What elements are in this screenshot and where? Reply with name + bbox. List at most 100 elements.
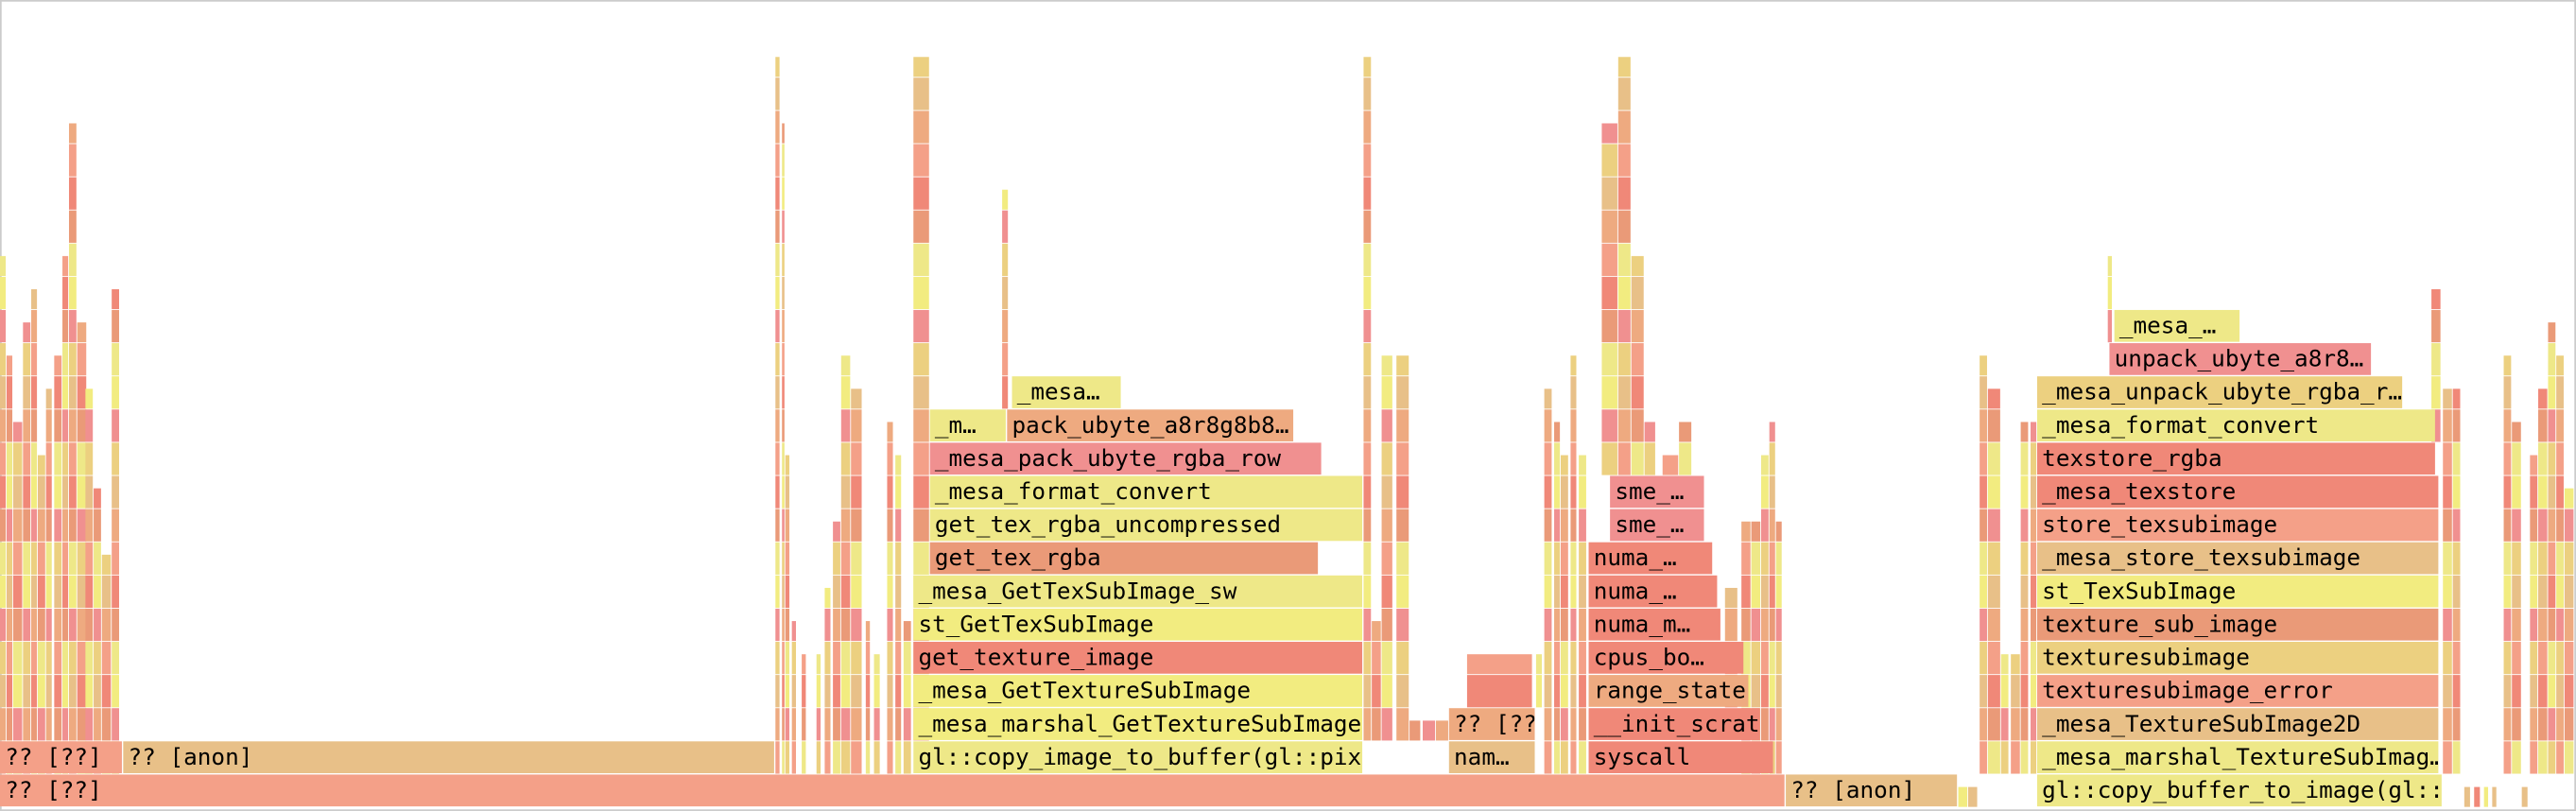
spike-frame[interactable] [1775, 641, 1782, 675]
spike-frame[interactable] [2530, 455, 2538, 475]
spike-frame[interactable] [1372, 708, 1381, 741]
spike-frame[interactable] [68, 144, 77, 177]
frame[interactable]: _mesa_store_texsubimage [2036, 542, 2439, 575]
spike-frame[interactable] [1554, 641, 1561, 675]
spike-frame[interactable] [887, 708, 893, 741]
spike-frame[interactable] [1617, 210, 1631, 243]
spike-frame[interactable] [2530, 675, 2538, 708]
spike-frame[interactable] [2431, 376, 2441, 409]
spike-frame[interactable] [851, 608, 862, 642]
frame[interactable]: _mesa_format_convert [929, 475, 1363, 509]
spike-frame[interactable] [913, 243, 929, 276]
spike-frame[interactable] [873, 654, 880, 675]
spike-frame[interactable] [1775, 675, 1782, 708]
frame-label[interactable]: nam… [1454, 743, 1510, 770]
frame[interactable]: texstore_rgba [2036, 442, 2435, 475]
spike-frame[interactable] [1363, 144, 1372, 177]
spike-frame[interactable] [6, 641, 13, 675]
spike-frame[interactable] [77, 542, 87, 575]
spike-frame[interactable] [913, 509, 929, 542]
spike-frame[interactable] [2503, 376, 2512, 409]
spike-frame[interactable] [1601, 144, 1617, 177]
spike-frame[interactable] [2548, 343, 2556, 376]
spike-frame[interactable] [2020, 741, 2029, 774]
spike-frame[interactable] [782, 177, 785, 210]
spike-frame[interactable] [85, 641, 94, 675]
frame[interactable]: numa_m… [1588, 608, 1720, 641]
spike-frame[interactable] [68, 675, 77, 708]
spike-frame[interactable] [824, 741, 831, 774]
spike-frame[interactable] [1363, 641, 1372, 675]
spike-frame[interactable] [0, 442, 7, 475]
frame-label[interactable]: pack_ubyte_a8r8g8b8… [1012, 411, 1289, 439]
spike-frame[interactable] [2538, 641, 2548, 675]
spike-frame[interactable] [1554, 422, 1561, 442]
spike-frame[interactable] [1570, 741, 1577, 774]
spike-frame[interactable] [1761, 708, 1769, 741]
spike-frame[interactable] [782, 708, 785, 741]
frame[interactable]: numa_… [1588, 542, 1713, 575]
spike-frame[interactable] [1987, 388, 2000, 409]
spike-frame[interactable] [101, 708, 112, 741]
spike-frame[interactable] [2020, 708, 2029, 741]
spike-frame[interactable] [31, 475, 38, 509]
spike-frame[interactable] [62, 542, 69, 575]
frame-box[interactable] [913, 675, 1363, 707]
spike-frame[interactable] [2556, 675, 2564, 708]
spike-frame[interactable] [851, 442, 862, 475]
spike-frame[interactable] [2452, 475, 2461, 509]
spike-frame[interactable] [1741, 575, 1751, 609]
spike-frame[interactable] [77, 322, 87, 343]
frame-label[interactable]: _mesa_marshal_TextureSubImag… [2042, 743, 2444, 770]
spike-frame[interactable] [68, 509, 77, 542]
spike-frame[interactable] [62, 309, 69, 343]
frame[interactable]: ?? [?? [1448, 708, 1537, 740]
spike-frame[interactable] [2556, 575, 2564, 609]
spike-frame[interactable] [62, 575, 69, 609]
spike-frame[interactable] [1617, 78, 1631, 111]
spike-frame[interactable] [2020, 575, 2029, 609]
spike-frame[interactable] [833, 641, 840, 675]
spike-frame[interactable] [0, 675, 7, 708]
spike-frame[interactable] [1601, 123, 1617, 144]
spike-frame[interactable] [68, 475, 77, 509]
spike-frame[interactable] [2031, 442, 2037, 475]
frame-box[interactable] [2036, 509, 2439, 542]
spike-frame[interactable] [865, 621, 871, 642]
spike-frame[interactable] [775, 276, 780, 310]
spike-frame[interactable] [112, 289, 119, 310]
spike-frame[interactable] [2556, 409, 2564, 442]
spike-frame[interactable] [2521, 786, 2528, 807]
spike-frame[interactable] [1363, 542, 1372, 575]
spike-frame[interactable] [887, 608, 893, 642]
spike-frame[interactable] [1560, 455, 1568, 475]
spike-frame[interactable] [2474, 786, 2481, 807]
frame-box[interactable] [2109, 343, 2372, 375]
spike-frame[interactable] [775, 409, 780, 442]
spike-frame[interactable] [77, 675, 87, 708]
spike-frame[interactable] [1381, 509, 1392, 542]
frame-label[interactable]: st_TexSubImage [2042, 577, 2236, 604]
spike-frame[interactable] [1751, 521, 1761, 542]
spike-frame[interactable] [2530, 741, 2538, 774]
spike-frame[interactable] [31, 442, 38, 475]
spike-frame[interactable] [2530, 509, 2538, 542]
spike-frame[interactable] [31, 641, 38, 675]
spike-frame[interactable] [2452, 442, 2461, 475]
frame[interactable]: _m… [929, 409, 1006, 441]
spike-frame[interactable] [68, 276, 77, 310]
spike-frame[interactable] [840, 675, 851, 708]
frame-box[interactable] [929, 509, 1363, 542]
frame[interactable]: __init_scrat [1588, 708, 1760, 740]
frame-label[interactable]: __init_scrat [1594, 710, 1760, 737]
spike-frame[interactable] [1554, 608, 1561, 642]
frame[interactable]: sme_… [1610, 475, 1704, 509]
spike-frame[interactable] [782, 243, 785, 276]
spike-frame[interactable] [824, 587, 831, 609]
spike-frame[interactable] [1761, 641, 1769, 675]
spike-frame[interactable] [1987, 509, 2000, 542]
spike-frame[interactable] [23, 675, 31, 708]
spike-frame[interactable] [1363, 509, 1372, 542]
frame[interactable]: range_state [1588, 675, 1749, 707]
spike-frame[interactable] [1570, 575, 1577, 609]
